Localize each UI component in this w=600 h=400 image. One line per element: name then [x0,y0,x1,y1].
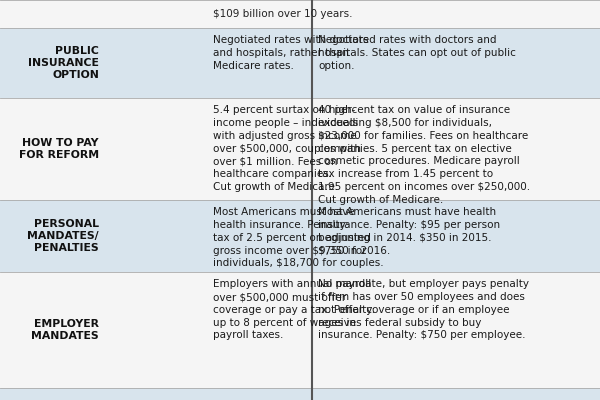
Text: Employers with annual payroll
over $500,000 must offer
coverage or pay a tax. Pe: Employers with annual payroll over $500,… [213,279,375,340]
Text: PERSONAL
MANDATES/
PENALTIES: PERSONAL MANDATES/ PENALTIES [28,218,99,254]
Text: Most Americans must have health
insurance. Penalty: $95 per person
beginning in : Most Americans must have health insuranc… [318,207,500,256]
Text: PUBLIC
INSURANCE
OPTION: PUBLIC INSURANCE OPTION [28,46,99,80]
Bar [0,0,600,28]
Bar [0,200,600,272]
Bar [0,388,600,400]
Text: Most Americans must have
health insurance. Penalty:
tax of 2.5 percent on adjust: Most Americans must have health insuranc… [213,207,383,268]
Text: No mandate, but employer pays penalty
if firm has over 50 employees and does
not: No mandate, but employer pays penalty if… [318,279,529,340]
Bar [0,28,600,98]
Text: 5.4 percent surtax on high-
income people – individuals
with adjusted gross inco: 5.4 percent surtax on high- income peopl… [213,105,361,192]
Text: Negotiated rates with doctors
and hospitals, rather than
Medicare rates.: Negotiated rates with doctors and hospit… [213,35,368,71]
Text: EMPLOYER
MANDATES: EMPLOYER MANDATES [31,319,99,341]
Text: Negotiated rates with doctors and
hospitals. States can opt out of public
option: Negotiated rates with doctors and hospit… [318,35,516,71]
Text: HOW TO PAY
FOR REFORM: HOW TO PAY FOR REFORM [19,138,99,160]
Text: 40 percent tax on value of insurance
exceeding $8,500 for individuals,
$23,000 f: 40 percent tax on value of insurance exc… [318,105,530,205]
Bar [0,272,600,388]
Bar [0,98,600,200]
Text: $109 billion over 10 years.: $109 billion over 10 years. [213,9,353,19]
